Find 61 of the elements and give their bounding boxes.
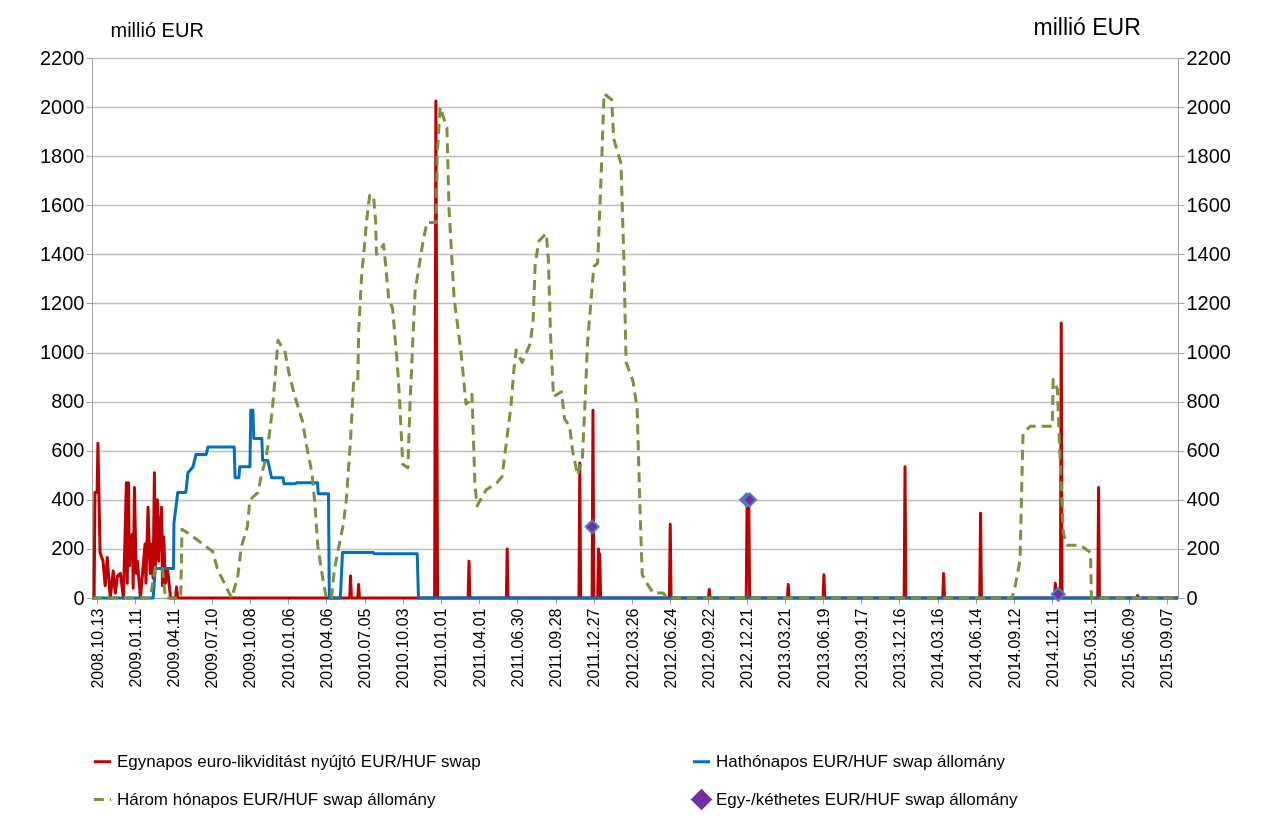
y-tick-label: 200 — [51, 537, 85, 560]
y2-tick-label: 200 — [1186, 537, 1220, 560]
y-tick-label: 600 — [51, 439, 85, 462]
y-tick-label: 1200 — [40, 291, 85, 314]
y-tick-label: 0 — [73, 586, 85, 609]
y2-tick-label: 1400 — [1186, 242, 1231, 265]
x-tick-label: 2013.12.16 — [890, 608, 908, 689]
legend-label: Egy-/kéthetes EUR/HUF swap állomány — [716, 789, 1018, 809]
x-tick-label: 2013.06.19 — [814, 608, 832, 689]
x-tick-label: 2013.03.21 — [776, 608, 794, 689]
y2-tick-label: 800 — [1186, 390, 1220, 413]
y2-tick-label: 400 — [1186, 488, 1220, 511]
x-tick-label: 2014.03.16 — [929, 608, 947, 689]
x-tick-label: 2009.10.08 — [241, 608, 259, 689]
x-tick-label: 2009.01.11 — [126, 608, 144, 688]
y2-axis-title: millió EUR — [1033, 13, 1141, 40]
y2-tick-label: 1000 — [1186, 341, 1231, 364]
x-tick-label: 2010.04.06 — [317, 608, 335, 689]
x-tick-label: 2010.10.03 — [394, 608, 412, 689]
y-tick-label: 1600 — [40, 193, 85, 216]
y2-tick-label: 600 — [1186, 439, 1220, 462]
legend-label: Hathónapos EUR/HUF swap állomány — [716, 751, 1006, 771]
x-tick-label: 2009.07.10 — [203, 608, 221, 689]
x-tick-label: 2010.07.05 — [356, 608, 374, 689]
x-tick-label: 2015.03.11 — [1082, 608, 1100, 688]
x-tick-label: 2014.12.11 — [1043, 608, 1061, 688]
x-tick-label: 2008.10.13 — [88, 608, 106, 689]
legend-label: Egynapos euro-likviditást nyújtó EUR/HUF swap — [117, 751, 481, 771]
y-tick-label: 2000 — [40, 95, 85, 118]
x-tick-label: 2012.12.21 — [738, 608, 756, 689]
y2-tick-label: 1200 — [1186, 291, 1231, 314]
point — [1050, 586, 1066, 602]
x-tick-label: 2012.03.26 — [623, 608, 641, 689]
y2-tick-label: 0 — [1186, 586, 1198, 609]
y2-tick-label: 1800 — [1186, 144, 1231, 167]
y-tick-label: 1800 — [40, 144, 85, 167]
y2-tick-label: 2200 — [1186, 46, 1231, 69]
x-tick-label: 2014.09.12 — [1005, 608, 1023, 689]
x-tick-label: 2012.06.24 — [661, 608, 679, 689]
x-tick-label: 2015.09.07 — [1158, 608, 1176, 689]
x-tick-label: 2014.06.14 — [967, 608, 985, 689]
x-tick-label: 2010.01.06 — [279, 608, 297, 689]
point — [584, 519, 600, 535]
y2-tick-label: 1600 — [1186, 193, 1231, 216]
y2-tick-label: 2000 — [1186, 95, 1231, 118]
y-axis-title: millió EUR — [110, 18, 204, 41]
legend-label: Három hónapos EUR/HUF swap állomány — [117, 789, 436, 809]
y-tick-label: 400 — [51, 488, 85, 511]
x-tick-label: 2011.04.01 — [470, 608, 488, 688]
x-tick-label: 2011.09.28 — [547, 608, 565, 688]
y-tick-label: 1400 — [40, 242, 85, 265]
y-tick-label: 800 — [51, 390, 85, 413]
x-tick-label: 2013.09.17 — [852, 608, 870, 689]
x-tick-label: 2009.04.11 — [165, 608, 183, 688]
y-tick-label: 2200 — [40, 46, 85, 69]
x-tick-label: 2011.01.01 — [432, 608, 450, 688]
y-tick-label: 1000 — [40, 341, 85, 364]
x-tick-label: 2015.06.09 — [1120, 608, 1138, 689]
x-tick-label: 2011.12.27 — [585, 608, 603, 688]
x-tick-label: 2012.09.22 — [699, 608, 717, 689]
x-tick-label: 2011.06.30 — [508, 608, 526, 688]
